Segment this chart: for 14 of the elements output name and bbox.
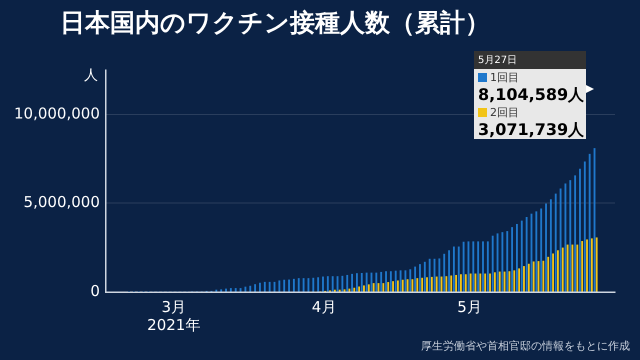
x-tick-label: 3月 2021年 xyxy=(147,298,200,334)
x-tick-label: 5月 xyxy=(457,298,482,316)
annotation: 3,071,739人 xyxy=(478,120,584,139)
y-tick-label: 0 xyxy=(90,282,100,300)
legend-label: 2回目 xyxy=(490,105,519,120)
y-tick-label: 5,000,000 xyxy=(24,193,100,212)
x-tick-label: 4月 xyxy=(312,298,336,316)
legend-label: 1回目 xyxy=(490,70,519,85)
text: 5月27日 xyxy=(474,51,586,69)
y-axis-title: 人 xyxy=(84,68,98,84)
annotation: 8,104,589人 xyxy=(478,85,584,104)
text: 厚生労働省や首相官邸の情報をもとに作成 xyxy=(421,339,630,352)
chart-title: 日本国内のワクチン接種人数（累計） xyxy=(60,7,490,39)
y-tick-label: 10,000,000 xyxy=(14,104,100,122)
